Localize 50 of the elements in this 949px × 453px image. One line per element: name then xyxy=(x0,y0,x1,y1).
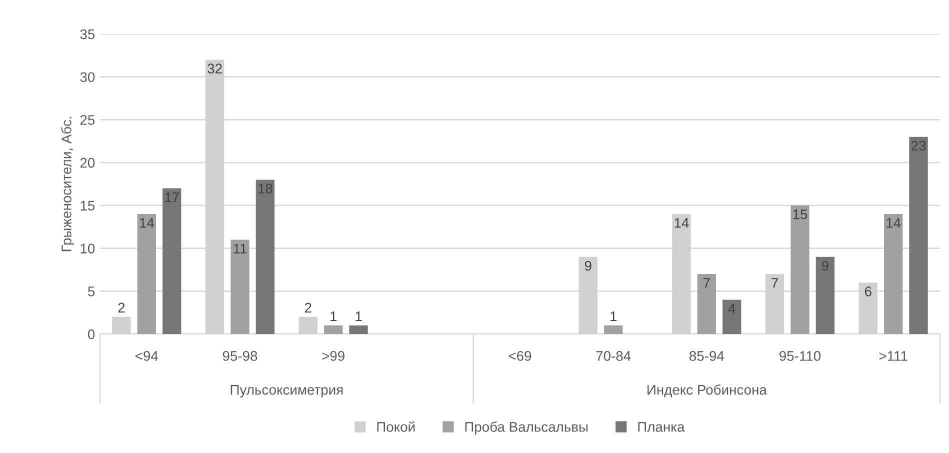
x-tick-label: 95-98 xyxy=(222,351,258,361)
x-tick-label: <69 xyxy=(508,351,532,361)
x-tick-label: 95-110 xyxy=(780,351,821,361)
data-label: 15 xyxy=(793,210,808,220)
data-label: 6 xyxy=(864,286,872,296)
bar xyxy=(790,205,810,334)
x-tick-label: 70-84 xyxy=(596,351,631,361)
bar xyxy=(230,240,250,334)
bar xyxy=(162,188,182,334)
bar xyxy=(256,180,275,334)
y-tick-label: 10 xyxy=(80,244,95,254)
legend-label: Проба Вальсальвы xyxy=(465,422,588,435)
x-tick-label: <94 xyxy=(136,351,158,361)
data-label: 1 xyxy=(330,311,337,322)
data-label: 14 xyxy=(674,218,689,228)
legend-label: Планка xyxy=(638,422,685,432)
bar xyxy=(697,274,716,334)
x-tick-label: 85-94 xyxy=(690,351,724,361)
bar xyxy=(909,136,928,334)
data-label: 9 xyxy=(584,260,592,271)
bar xyxy=(884,214,903,334)
data-label: 1 xyxy=(356,311,362,322)
y-tick-label: 20 xyxy=(80,158,95,168)
y-tick-label: 30 xyxy=(80,72,95,82)
bar xyxy=(722,300,742,334)
legend-label: Покой xyxy=(377,421,415,432)
y-tick-label: 15 xyxy=(80,200,95,211)
bar xyxy=(324,325,343,334)
data-label: 14 xyxy=(140,218,154,228)
y-axis-title: Грыженосители, Абс. xyxy=(61,117,74,252)
data-label: 1 xyxy=(610,311,617,322)
bar xyxy=(349,325,368,334)
data-label: 2 xyxy=(304,302,312,312)
data-label: 7 xyxy=(772,278,778,288)
y-tick-label: 0 xyxy=(88,329,95,340)
y-tick-label: 5 xyxy=(88,286,95,296)
x-tick-label: >99 xyxy=(322,351,344,361)
y-tick-label: 35 xyxy=(80,29,95,40)
bar xyxy=(604,325,623,334)
data-label: 32 xyxy=(208,64,222,74)
y-tick-label: 25 xyxy=(80,115,95,125)
text: Индекс Робинсона xyxy=(648,384,767,398)
bar xyxy=(816,256,835,334)
data-label: 7 xyxy=(704,278,710,288)
x-tick-label: >111 xyxy=(879,351,908,361)
bar xyxy=(137,214,156,334)
text: Пульсоксиметрия xyxy=(230,385,343,398)
data-label: 2 xyxy=(118,302,125,312)
data-label: 11 xyxy=(234,244,247,254)
data-label: 14 xyxy=(886,218,901,228)
